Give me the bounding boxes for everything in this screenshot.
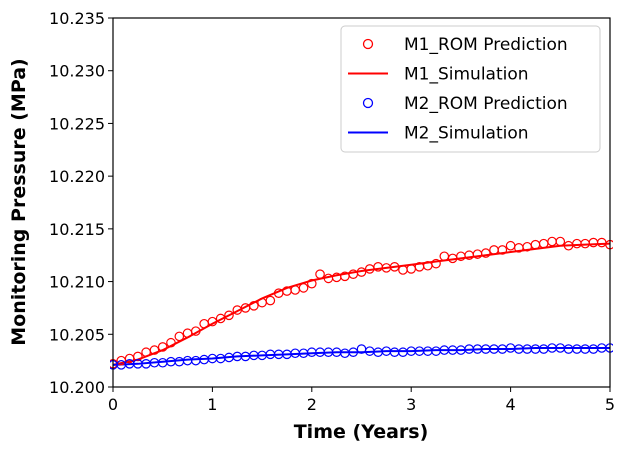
x-tick-label: 4 <box>506 395 516 414</box>
legend-label: M2_ROM Prediction <box>404 94 568 114</box>
legend-label: M1_Simulation <box>404 65 529 85</box>
data-point <box>348 347 359 358</box>
data-point <box>215 313 226 324</box>
data-point <box>555 236 566 247</box>
data-point <box>174 331 185 342</box>
legend: M1_ROM Prediction M1_Simulation M2_ROM Pre… <box>340 25 601 153</box>
data-point <box>191 326 201 336</box>
legend-box <box>340 25 601 153</box>
data-point <box>265 295 276 306</box>
data-point <box>480 248 491 258</box>
data-point <box>497 245 508 255</box>
x-axis-title: Time (Years) <box>294 421 429 443</box>
y-tick-label: 10.220 <box>49 167 105 186</box>
x-tick-label: 3 <box>406 395 416 414</box>
series-line-3 <box>112 346 610 366</box>
data-point <box>431 258 441 269</box>
x-tick-label: 5 <box>605 395 615 414</box>
data-point <box>306 278 317 289</box>
data-layer <box>110 236 613 370</box>
y-tick-label: 10.215 <box>49 220 105 239</box>
x-tick-label: 2 <box>307 395 317 414</box>
data-point <box>133 351 143 362</box>
data-point <box>315 269 325 279</box>
data-point <box>149 345 160 355</box>
y-tick-label: 10.210 <box>49 273 105 292</box>
data-point <box>249 301 259 311</box>
y-tick-label: 10.200 <box>49 378 105 397</box>
plot-frame <box>112 17 611 388</box>
x-tick-label: 0 <box>108 395 118 414</box>
data-point <box>224 310 234 321</box>
legend-label: M2_Simulation <box>404 124 529 144</box>
data-point <box>298 283 309 293</box>
legend-marker <box>362 97 374 109</box>
y-axis-title: Monitoring Pressure (MPa) <box>8 58 30 345</box>
y-tick-label: 10.225 <box>49 114 105 133</box>
data-point <box>157 342 168 352</box>
legend-label: M1_ROM Prediction <box>404 35 568 55</box>
data-point <box>356 267 367 277</box>
x-tick-label: 1 <box>207 395 217 414</box>
series-line-1 <box>112 242 611 366</box>
y-tick-label: 10.235 <box>49 9 105 28</box>
data-point <box>389 262 400 272</box>
legend-marker <box>362 38 374 50</box>
data-point <box>166 337 176 348</box>
y-tick-label: 10.230 <box>49 62 105 81</box>
y-axis: 10.200 10.205 10.210 10.215 10.220 10.225 10.2… <box>49 9 113 397</box>
y-tick-label: 10.205 <box>49 325 105 344</box>
x-axis: 0 1 2 3 4 5 <box>108 387 615 414</box>
data-point <box>207 316 218 327</box>
